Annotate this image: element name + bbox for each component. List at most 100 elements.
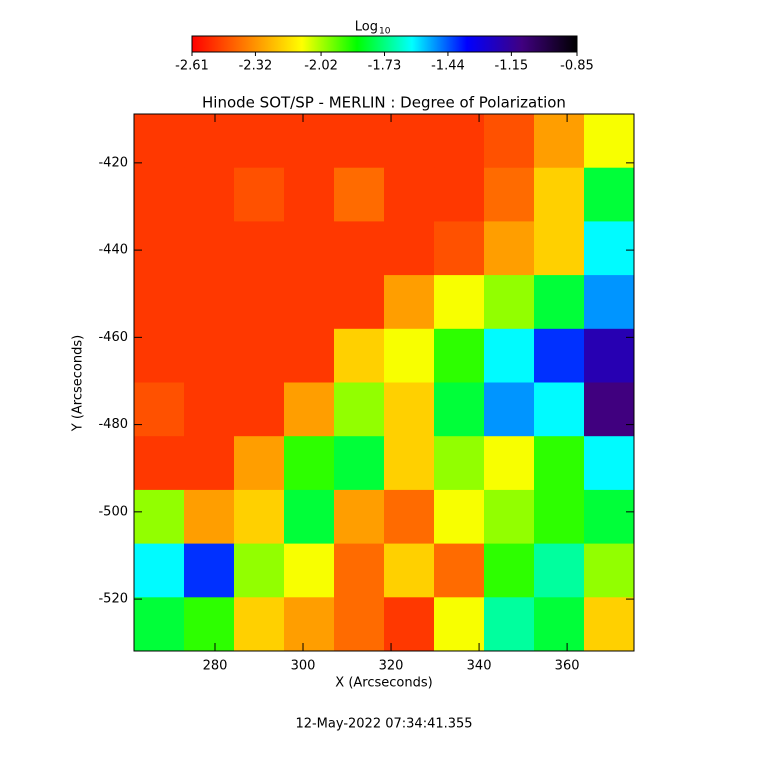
plot-frame — [133, 113, 635, 652]
heatmap-cell — [484, 328, 535, 383]
heatmap-cell — [484, 382, 535, 437]
x-tick-label: 340 — [467, 659, 492, 674]
heatmap-cell — [184, 114, 235, 169]
heatmap-cell — [534, 436, 585, 491]
heatmap-cell — [134, 436, 185, 491]
colorbar-tick-label: -2.32 — [239, 59, 273, 74]
heatmap-cell — [534, 328, 585, 383]
heatmap-cell — [234, 221, 285, 276]
heatmap-cell — [334, 221, 385, 276]
x-tick-label: 360 — [555, 659, 580, 674]
heatmap-cell — [284, 382, 335, 437]
heatmap-cell — [584, 543, 635, 598]
heatmap-cell — [434, 221, 485, 276]
heatmap-cell — [234, 597, 285, 652]
heatmap-cell — [284, 543, 335, 598]
heatmap-cell — [334, 275, 385, 330]
heatmap-cell — [384, 275, 435, 330]
heatmap-cell — [234, 382, 285, 437]
heatmap-cell — [134, 489, 185, 545]
heatmap-cell — [484, 489, 535, 545]
heatmap-cell — [284, 221, 335, 276]
heatmap-cell — [384, 382, 435, 437]
heatmap-cell — [384, 436, 435, 491]
heatmap-cell — [534, 543, 585, 598]
heatmap-cell — [184, 167, 235, 222]
heatmap-cell — [134, 221, 185, 276]
chart-title: Hinode SOT/SP - MERLIN : Degree of Polar… — [202, 94, 566, 112]
heatmap-cell — [534, 114, 585, 169]
heatmap-cell — [284, 436, 335, 491]
heatmap-cell — [334, 328, 385, 383]
heatmap-cell — [284, 275, 335, 330]
colorbar-label: Log — [355, 20, 378, 35]
heatmap-cell — [134, 167, 185, 222]
heatmap-cell — [534, 597, 585, 652]
heatmap-cell — [284, 597, 335, 652]
heatmap-cell — [434, 543, 485, 598]
heatmap-cell — [134, 114, 185, 169]
y-tick-label: -460 — [98, 330, 128, 345]
heatmap-cell — [234, 328, 285, 383]
heatmap-cell — [434, 382, 485, 437]
heatmap-cell — [334, 543, 385, 598]
heatmap-cell — [534, 382, 585, 437]
y-axis-label: Y (Arcseconds) — [71, 335, 86, 432]
heatmap-cell — [584, 167, 635, 222]
y-tick-label: -420 — [98, 155, 128, 170]
heatmap-cell — [384, 167, 435, 222]
heatmap-cell — [134, 382, 185, 437]
heatmap-cell — [584, 436, 635, 491]
heatmap-cell — [584, 221, 635, 276]
heatmap-cell — [584, 275, 635, 330]
y-tick-label: -480 — [98, 417, 128, 432]
heatmap-cell — [434, 114, 485, 169]
heatmap-cell — [184, 221, 235, 276]
heatmap-cell — [484, 597, 535, 652]
heatmap-cell — [434, 436, 485, 491]
heatmap-cell — [484, 543, 535, 598]
heatmap-cell — [534, 275, 585, 330]
heatmap-cell — [334, 167, 385, 222]
heatmap-cell — [284, 167, 335, 222]
heatmap-cell — [184, 436, 235, 491]
heatmap-cell — [334, 114, 385, 169]
heatmap-cell — [134, 543, 185, 598]
x-tick-label: 300 — [291, 659, 316, 674]
heatmap-cell — [384, 114, 435, 169]
heatmap-cell — [184, 543, 235, 598]
heatmap-cell — [484, 436, 535, 491]
heatmap-cell — [584, 382, 635, 437]
colorbar-tick-label: -1.73 — [368, 59, 402, 74]
heatmap-cell — [484, 114, 535, 169]
heatmap-cell — [584, 597, 635, 652]
heatmap-cell — [584, 114, 635, 169]
colorbar-tick-label: -2.61 — [175, 59, 209, 74]
heatmap-cell — [334, 597, 385, 652]
heatmap-cell — [284, 489, 335, 545]
heatmap-cell — [134, 597, 185, 652]
colorbar-label-sub: 10 — [379, 27, 391, 37]
y-tick-label: -520 — [98, 592, 128, 607]
colorbar-tick-label: -1.44 — [431, 59, 465, 74]
colorbar-tick-label: -2.02 — [304, 59, 338, 74]
heatmap-cell — [384, 328, 435, 383]
heatmap-cell — [284, 114, 335, 169]
heatmap-cell — [484, 221, 535, 276]
heatmap-cell — [434, 167, 485, 222]
heatmap-cell — [134, 328, 185, 383]
heatmap-cell — [384, 489, 435, 545]
heatmap-cell — [434, 275, 485, 330]
heatmap-cell — [184, 275, 235, 330]
heatmap-cell — [284, 328, 335, 383]
heatmap-cell — [584, 489, 635, 545]
heatmap-cell — [234, 489, 285, 545]
y-tick-label: -440 — [98, 243, 128, 258]
heatmap-cell — [184, 328, 235, 383]
heatmap-cell — [184, 382, 235, 437]
heatmap-cell — [234, 167, 285, 222]
heatmap-cell — [234, 275, 285, 330]
heatmap-cell — [434, 489, 485, 545]
